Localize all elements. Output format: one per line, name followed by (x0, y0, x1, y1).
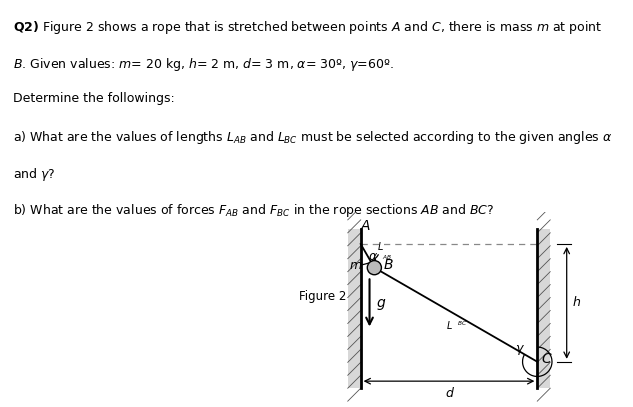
Text: b) What are the values of forces $F_{AB}$ and $F_{BC}$ in the rope sections $AB$: b) What are the values of forces $F_{AB}… (13, 202, 494, 219)
Text: γ: γ (515, 342, 522, 355)
Text: h: h (573, 296, 580, 309)
Text: Determine the followings:: Determine the followings: (13, 92, 175, 105)
Text: α: α (369, 250, 377, 263)
Text: d: d (445, 387, 453, 400)
Bar (348, 229, 361, 388)
Text: $_{BC}$: $_{BC}$ (457, 319, 467, 328)
Text: A: A (361, 219, 370, 234)
Circle shape (367, 260, 382, 275)
Text: $\mathbf{Q2)}$ Figure 2 shows a rope that is stretched between points $A$ and $C: $\mathbf{Q2)}$ Figure 2 shows a rope tha… (13, 19, 602, 36)
Text: a) What are the values of lengths $L_{AB}$ and $L_{BC}$ must be selected accordi: a) What are the values of lengths $L_{AB… (13, 129, 612, 146)
Text: B: B (384, 258, 393, 272)
Text: $B$. Given values: $m$= 20 kg, $h$= 2 m, $d$= 3 m, $\alpha$= 30º, $\gamma$=60º.: $B$. Given values: $m$= 20 kg, $h$= 2 m,… (13, 56, 393, 73)
Text: $L$: $L$ (446, 319, 453, 331)
Text: $_{AB}$: $_{AB}$ (382, 253, 392, 262)
Text: Figure 2: Figure 2 (299, 291, 346, 304)
Text: C: C (541, 352, 551, 366)
Text: and $\gamma$?: and $\gamma$? (13, 166, 55, 183)
Text: g: g (377, 296, 385, 310)
Text: m: m (349, 259, 361, 272)
Bar (537, 229, 550, 388)
Text: $L$: $L$ (377, 240, 384, 252)
